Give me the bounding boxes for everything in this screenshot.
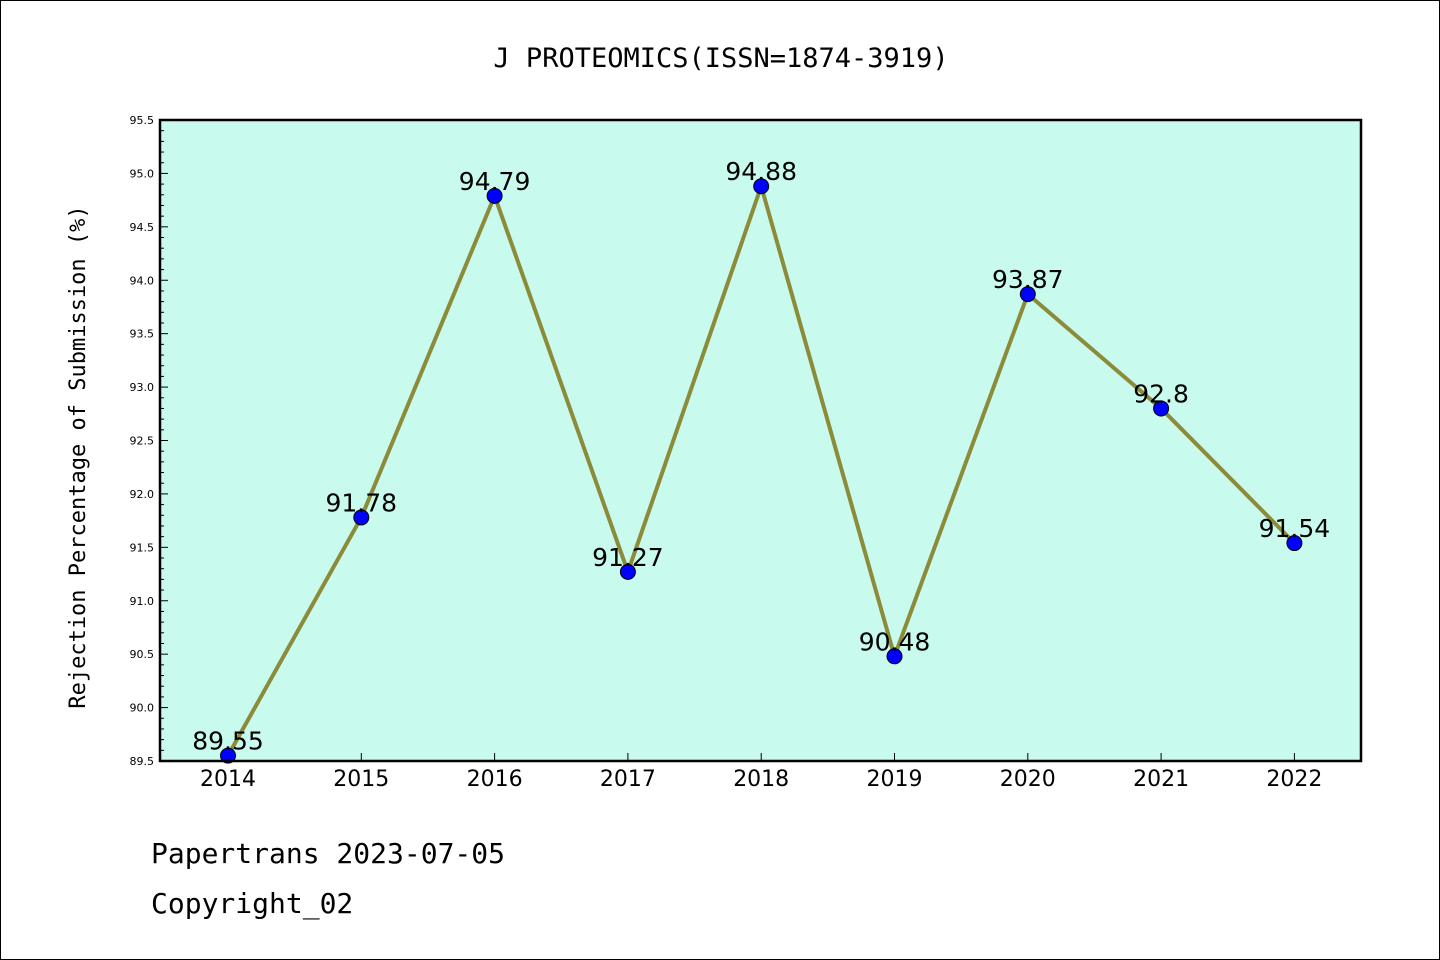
data-label: 90.48 <box>859 627 931 656</box>
data-point <box>220 747 236 764</box>
y-tick-label: 95.0 <box>130 167 155 180</box>
chart-title: J PROTEOMICS(ISSN=1874-3919) <box>493 43 948 74</box>
x-tick-label: 2018 <box>733 767 789 792</box>
data-label: 94.88 <box>725 157 797 186</box>
y-tick-label: 90.5 <box>130 648 155 661</box>
y-tick-label: 93.0 <box>130 381 155 394</box>
y-axis-label: Rejection Percentage of Submission (%) <box>66 205 91 708</box>
data-point <box>1153 400 1170 417</box>
data-label: 92.8 <box>1133 379 1189 408</box>
x-tick-label: 2017 <box>600 767 656 792</box>
data-point <box>619 563 636 580</box>
data-markers <box>220 178 1303 764</box>
data-label: 91.27 <box>592 543 664 572</box>
data-point <box>753 178 770 195</box>
y-tick-label: 94.0 <box>130 274 155 287</box>
y-tick-label: 92.5 <box>130 435 155 448</box>
y-tick-label: 94.5 <box>130 221 155 234</box>
plot-frame <box>158 118 1363 763</box>
data-label: 94.79 <box>459 167 531 196</box>
data-label: 89.55 <box>192 727 264 756</box>
x-tick-label: 2016 <box>467 767 523 792</box>
x-tick-label: 2020 <box>1000 767 1056 792</box>
y-tick-label: 89.5 <box>130 755 155 768</box>
y-tick-label: 92.0 <box>130 488 155 501</box>
data-point <box>1019 286 1036 303</box>
y-tick-label: 93.5 <box>130 328 155 341</box>
data-label: 93.87 <box>992 265 1064 294</box>
x-tick-label: 2015 <box>333 767 389 792</box>
y-axis: 89.5 90.0 90.5 91.0 91.5 92.0 92.5 93.0 93.5 94.0… <box>130 114 168 768</box>
data-labels: 89.55 91.78 94.79 91.27 94.88 90.48 93.87 92.8 9… <box>192 157 1330 755</box>
footer-date: Papertrans 2023-07-05 <box>151 837 506 870</box>
data-point <box>886 648 903 665</box>
x-tick-label: 2014 <box>200 767 256 792</box>
plot-area <box>160 120 1361 761</box>
footer-copyright: Copyright_02 <box>151 887 354 920</box>
data-point <box>486 187 503 204</box>
x-tick-label: 2019 <box>867 767 923 792</box>
x-axis: 2014 2015 2016 2017 2018 2019 2020 2021 2022 <box>200 753 1322 792</box>
data-point <box>1286 535 1303 552</box>
y-tick-label: 91.5 <box>130 541 155 554</box>
data-label: 91.78 <box>326 488 398 517</box>
data-label: 91.54 <box>1259 514 1331 543</box>
y-tick-label: 91.0 <box>130 595 155 608</box>
x-tick-label: 2022 <box>1266 767 1322 792</box>
x-tick-label: 2021 <box>1133 767 1189 792</box>
data-point <box>353 509 370 526</box>
y-tick-label: 90.0 <box>130 702 155 715</box>
y-tick-label: 95.5 <box>130 114 155 127</box>
